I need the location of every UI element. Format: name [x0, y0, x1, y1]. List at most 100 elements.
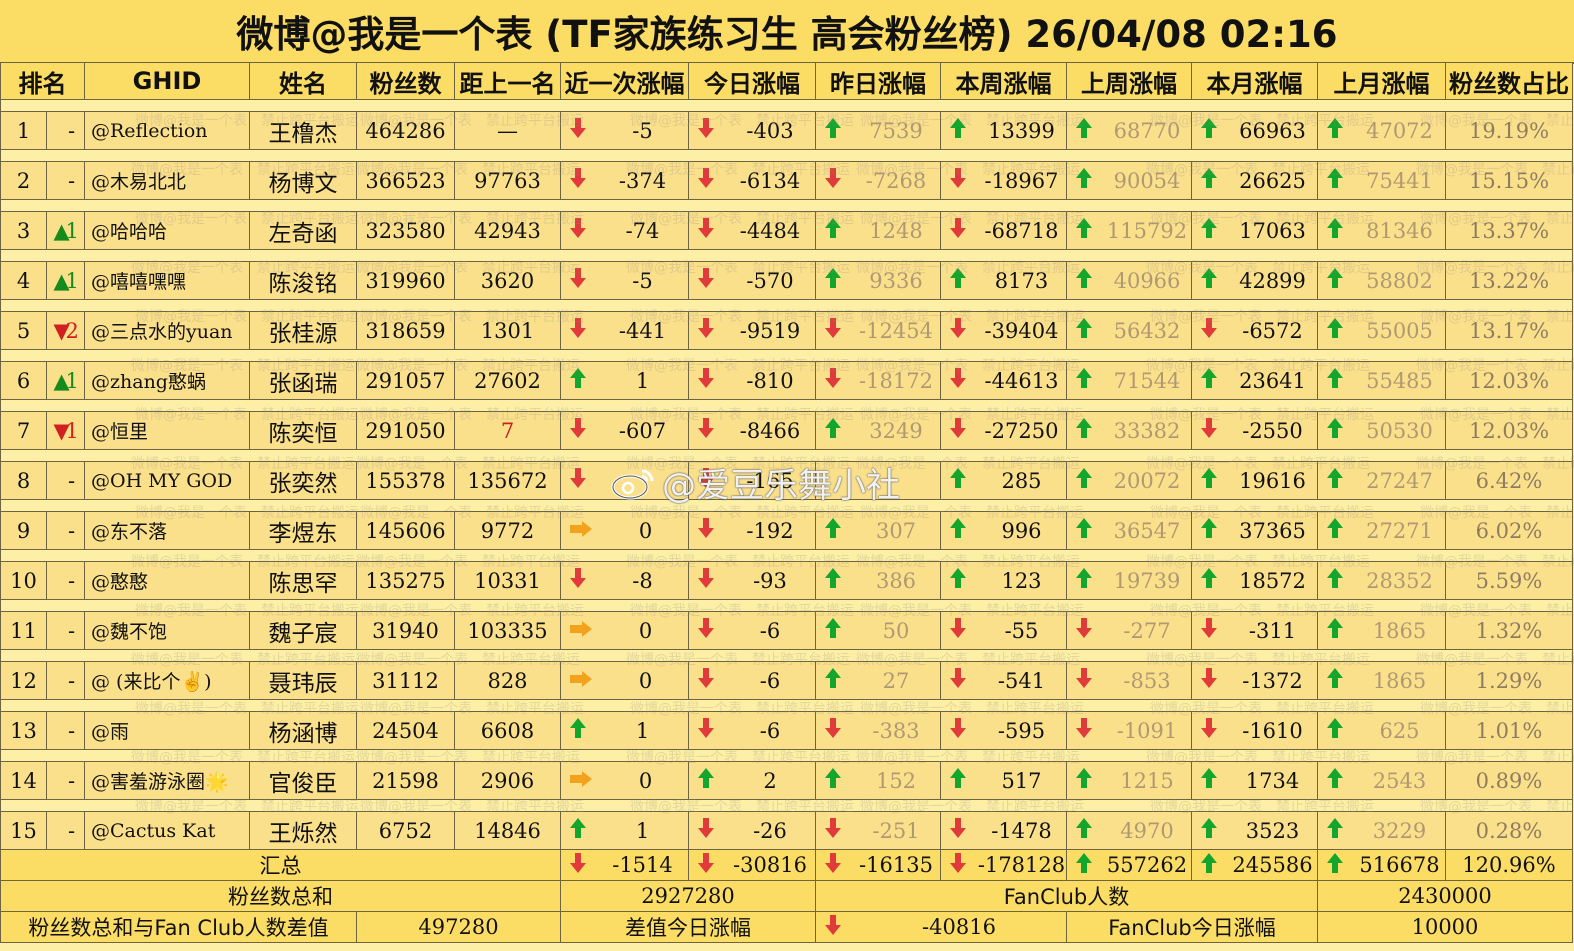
summary-yesterday: -16135	[815, 849, 941, 881]
arrow-down-icon	[949, 317, 967, 344]
week-cell: 13399	[940, 111, 1067, 150]
arrow-down-icon	[949, 417, 967, 444]
lastmonth-cell: 1865	[1317, 611, 1446, 650]
header-name: 姓名	[249, 62, 357, 100]
today-cell: -9519	[688, 311, 816, 350]
rank-cell: 10	[0, 561, 47, 600]
week-cell: 285	[940, 461, 1067, 500]
gap-cell: 42943	[454, 211, 561, 250]
fans-cell: 135275	[356, 561, 455, 600]
arrow-down-icon	[949, 852, 967, 879]
arrow-down-icon	[569, 267, 587, 294]
fans-cell: 318659	[356, 311, 455, 350]
arrow-up-icon	[824, 217, 842, 244]
diff-today-value: -40816	[815, 911, 1067, 943]
arrow-up-icon	[1326, 167, 1344, 194]
arrow-down-icon	[569, 317, 587, 344]
arrow-down-icon	[1075, 667, 1093, 694]
gap-cell: 3620	[454, 261, 561, 300]
rank-change-value: 1	[65, 269, 79, 293]
arrow-right-icon	[569, 619, 593, 643]
row-spacer	[0, 499, 1573, 512]
rank-change-value: -	[67, 118, 76, 143]
rank-change-down-icon: ▼	[53, 418, 70, 443]
ratio-cell: 5.59%	[1445, 561, 1573, 600]
recent-cell: 1	[560, 361, 689, 400]
arrow-down-icon	[1200, 667, 1218, 694]
gap-cell: 1301	[454, 311, 561, 350]
rank-cell: 2	[0, 161, 47, 200]
lastweek-cell: -853	[1066, 661, 1192, 700]
ghid-cell: @雨	[84, 711, 250, 750]
gap-cell: 10331	[454, 561, 561, 600]
today-cell: -4484	[688, 211, 816, 250]
arrow-up-icon	[949, 567, 967, 594]
arrow-down-icon	[569, 852, 587, 879]
yesterday-cell: -383	[815, 711, 941, 750]
month-cell: 19616	[1191, 461, 1318, 500]
row-spacer	[0, 649, 1573, 662]
arrow-down-icon	[1200, 317, 1218, 344]
rank-cell: 9	[0, 511, 47, 550]
ghid-cell: @哈哈哈	[84, 211, 250, 250]
spacer-cell	[0, 499, 1573, 512]
week-cell: -39404	[940, 311, 1067, 350]
name-cell: 杨涵博	[249, 711, 357, 750]
ghid-cell: @恒里	[84, 411, 250, 450]
table-row: 12- @ (来比个✌️) 聂玮辰 31112 828 0 -6 27 -541 -853 -137…	[0, 661, 1573, 700]
arrow-up-icon	[824, 117, 842, 144]
arrow-down-icon	[697, 852, 715, 879]
fans-cell: 6752	[356, 811, 455, 850]
arrow-down-icon	[697, 667, 715, 694]
lastmonth-cell: 3229	[1317, 811, 1446, 850]
row-spacer	[0, 99, 1573, 112]
week-cell: -27250	[940, 411, 1067, 450]
arrow-down-icon	[697, 367, 715, 394]
rank-cell: 3	[0, 211, 47, 250]
arrow-down-icon	[949, 617, 967, 644]
header-week: 本周涨幅	[940, 62, 1067, 100]
lastmonth-cell: 81346	[1317, 211, 1446, 250]
row-spacer	[0, 699, 1573, 712]
row-spacer	[0, 199, 1573, 212]
arrow-up-icon	[949, 267, 967, 294]
arrow-down-icon	[1200, 617, 1218, 644]
header-lastmonth: 上月涨幅	[1317, 62, 1446, 100]
yesterday-cell: -12454	[815, 311, 941, 350]
fans-cell: 31940	[356, 611, 455, 650]
row-spacer	[0, 599, 1573, 612]
lastmonth-cell: 625	[1317, 711, 1446, 750]
rank-change-cell: -	[46, 461, 85, 500]
arrow-up-icon	[1075, 517, 1093, 544]
arrow-down-icon	[697, 717, 715, 744]
rank-change-cell: ▲1	[46, 361, 85, 400]
yesterday-cell: 3249	[815, 411, 941, 450]
rank-change-cell: -	[46, 111, 85, 150]
summary-lastweek: 557262	[1066, 849, 1192, 881]
arrow-up-icon	[1075, 467, 1093, 494]
arrow-down-icon	[697, 517, 715, 544]
arrow-up-icon	[824, 267, 842, 294]
arrow-down-icon	[1200, 717, 1218, 744]
today-cell: -570	[688, 261, 816, 300]
lastmonth-cell: 75441	[1317, 161, 1446, 200]
lastweek-cell: 56432	[1066, 311, 1192, 350]
yesterday-cell: 152	[815, 761, 941, 800]
summary-label: 汇总	[0, 849, 561, 881]
arrow-right-icon	[569, 769, 593, 793]
rank-cell: 11	[0, 611, 47, 650]
gap-cell: 6608	[454, 711, 561, 750]
ghid-cell: @嘻嘻嘿嘿	[84, 261, 250, 300]
arrow-up-icon	[1326, 617, 1344, 644]
rank-change-value: -	[67, 818, 76, 843]
yesterday-cell: 7539	[815, 111, 941, 150]
gap-cell: 97763	[454, 161, 561, 200]
arrow-down-icon	[824, 852, 842, 879]
yesterday-cell: 9336	[815, 261, 941, 300]
arrow-up-icon	[1326, 717, 1344, 744]
rank-change-cell: -	[46, 511, 85, 550]
name-cell: 李煜东	[249, 511, 357, 550]
lastweek-cell: -277	[1066, 611, 1192, 650]
arrow-up-icon	[1326, 267, 1344, 294]
rank-change-value: -	[67, 168, 76, 193]
